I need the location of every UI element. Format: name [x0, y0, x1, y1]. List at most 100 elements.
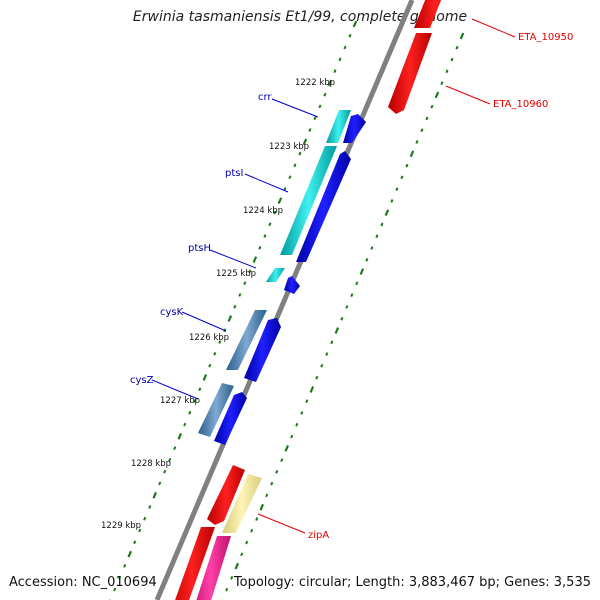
tick-mark	[320, 364, 324, 368]
tick-mark	[350, 293, 354, 298]
tick-mark	[277, 197, 283, 205]
tick-mark	[233, 304, 237, 309]
cds-cysz[interactable]	[214, 392, 247, 445]
tick-mark	[293, 163, 297, 168]
gene-cysz[interactable]	[198, 383, 234, 437]
tick-mark	[315, 375, 319, 380]
gene-label-zipa[interactable]: zipA	[308, 530, 329, 541]
tick-mark	[280, 458, 284, 462]
tick-mark	[270, 481, 274, 486]
cds-ptsi[interactable]	[296, 151, 351, 262]
gene-crr[interactable]	[326, 110, 351, 143]
tick-mark	[252, 256, 258, 263]
tick-mark	[133, 540, 137, 545]
gene-pink[interactable]	[190, 536, 231, 600]
cds-crr[interactable]	[343, 114, 366, 143]
gene-zipa[interactable]	[222, 474, 262, 533]
tick-mark	[152, 491, 158, 499]
tick-mark	[343, 45, 347, 50]
tick-mark	[255, 517, 259, 521]
tick-mark	[333, 69, 337, 73]
gene-label-ptsi[interactable]: ptsI	[225, 168, 243, 179]
tick-mark	[259, 503, 265, 511]
gene-eta10960[interactable]	[388, 33, 432, 114]
tick-mark	[275, 469, 279, 474]
tick-mark	[305, 399, 309, 404]
tick-mark	[309, 386, 315, 393]
tick-mark	[430, 104, 434, 109]
gene-label-crr[interactable]: crr	[258, 92, 272, 103]
leader-eta10950	[471, 18, 516, 38]
leader-eta10960	[445, 85, 491, 105]
genome-summary-text: Topology: circular; Length: 3,883,467 bp…	[233, 575, 591, 590]
tick-mark	[208, 363, 212, 368]
gene-cysk[interactable]	[226, 310, 267, 370]
kbp-label: 1223 kbp	[269, 142, 309, 152]
tick-mark	[365, 257, 369, 262]
gene-label-cysz[interactable]: cysZ	[130, 375, 154, 386]
tick-mark	[225, 587, 229, 592]
tick-mark	[298, 151, 302, 156]
tick-mark	[334, 327, 340, 334]
tick-mark	[434, 91, 440, 99]
kbp-label: 1227 kbp	[160, 396, 200, 406]
tick-mark	[384, 209, 390, 217]
tick-mark	[188, 410, 192, 415]
tick-mark	[290, 434, 294, 439]
gene-ptsh[interactable]	[266, 268, 285, 282]
tick-mark	[330, 340, 334, 345]
tick-mark	[248, 269, 252, 274]
tick-mark	[273, 210, 277, 215]
gene-label-cysk[interactable]: cysK	[160, 307, 184, 318]
gene-label-leaders	[151, 18, 516, 534]
tick-mark	[193, 399, 197, 403]
tick-mark	[284, 444, 290, 452]
gene-red-a[interactable]	[207, 465, 245, 525]
tick-mark	[240, 552, 244, 557]
gene-ptsi[interactable]	[280, 146, 337, 255]
leader-cysk	[181, 311, 227, 332]
kbp-label: 1228 kbp	[131, 459, 171, 469]
tick-mark	[415, 140, 419, 144]
cds-cysk[interactable]	[244, 318, 281, 382]
tick-mark	[440, 81, 444, 85]
tick-mark	[158, 481, 162, 486]
tick-mark	[127, 550, 133, 558]
tick-mark	[450, 57, 454, 62]
tick-mark	[380, 222, 384, 227]
tick-mark	[168, 457, 172, 462]
tick-mark	[163, 469, 167, 474]
leader-crr	[271, 98, 319, 118]
tick-mark	[138, 528, 142, 533]
tick-mark	[243, 281, 247, 286]
gene-red-b[interactable]	[168, 527, 215, 600]
tick-mark	[238, 293, 242, 297]
leader-cysz	[151, 379, 199, 400]
tick-mark	[359, 268, 365, 275]
tick-mark	[355, 281, 359, 286]
kbp-label: 1225 kbp	[216, 269, 256, 279]
gene-labels: ETA_10950 ETA_10960 crr ptsI ptsH cysK c…	[130, 32, 573, 541]
tick-mark	[263, 234, 267, 238]
tick-mark	[409, 150, 415, 158]
gene-label-ptsh[interactable]: ptsH	[188, 243, 211, 254]
tick-mark	[327, 79, 333, 87]
gene-label-eta10960[interactable]: ETA_10960	[493, 99, 548, 110]
tick-mark	[230, 576, 234, 580]
tick-mark	[288, 175, 292, 179]
gene-label-eta10950[interactable]: ETA_10950	[518, 32, 573, 43]
tick-mark	[425, 116, 429, 121]
tick-mark	[123, 564, 127, 568]
tick-mark	[308, 128, 312, 132]
tick-track-right	[221, 32, 465, 600]
tick-mark	[455, 45, 459, 50]
tick-mark	[318, 104, 322, 109]
gene-eta10950[interactable]	[414, 0, 457, 28]
tick-mark	[234, 562, 240, 570]
gene-features	[168, 0, 457, 600]
tick-mark	[338, 57, 342, 62]
tick-track-left	[109, 20, 358, 600]
cds-ptsh[interactable]	[284, 276, 300, 294]
tick-mark	[143, 516, 147, 521]
